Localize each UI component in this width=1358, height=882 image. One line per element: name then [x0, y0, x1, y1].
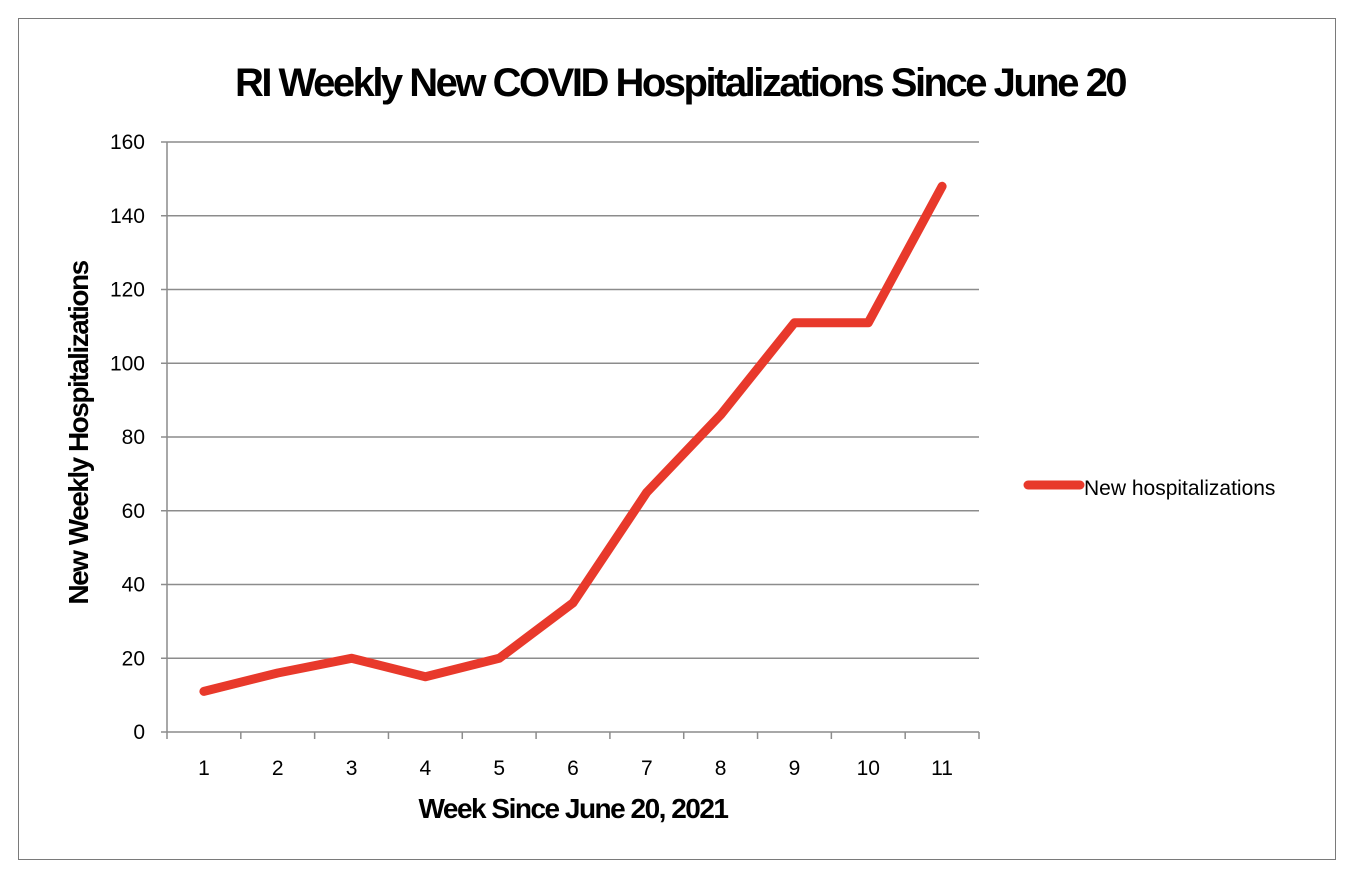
data-point [867, 322, 869, 324]
x-tick-label: 11 [931, 757, 953, 780]
x-tick-label: 5 [493, 757, 505, 780]
y-tick-label: 140 [110, 205, 145, 228]
x-tick-label: 2 [272, 757, 284, 780]
gridlines [167, 141, 979, 659]
y-tick-label: 0 [133, 721, 145, 744]
x-axis-title: Week Since June 20, 2021 [418, 793, 728, 824]
data-point [793, 322, 795, 324]
data-point [351, 657, 353, 659]
y-tick-labels: 0 20 40 60 80 100 120 140 160 [110, 131, 145, 744]
x-tick-label: 9 [789, 757, 801, 780]
y-axis-title: New Weekly Hospitalizations [63, 260, 94, 604]
axes [161, 141, 980, 739]
x-tick-label: 10 [857, 757, 880, 780]
y-tick-label: 40 [122, 574, 145, 597]
y-tick-label: 80 [122, 426, 145, 449]
y-tick-label: 120 [110, 279, 145, 302]
legend-label: New hospitalizations [1084, 477, 1275, 500]
x-tick-labels: 1 2 3 4 5 6 7 8 9 10 11 [198, 757, 953, 780]
data-point [424, 676, 426, 678]
y-tick-label: 100 [110, 352, 145, 375]
data-point [646, 491, 648, 493]
x-tick-label: 8 [715, 757, 727, 780]
x-tick-label: 7 [641, 757, 653, 780]
data-point [720, 414, 722, 416]
data-point [498, 657, 500, 659]
chart-title: RI Weekly New COVID Hospitalizations Sin… [235, 61, 1126, 105]
x-tick-label: 1 [198, 757, 210, 780]
data-point [941, 185, 943, 187]
chart-frame [18, 18, 1336, 860]
data-point [203, 690, 205, 692]
legend: New hospitalizations [1023, 477, 1275, 500]
y-tick-label: 20 [122, 647, 145, 670]
x-tick-label: 3 [346, 757, 358, 780]
series-line-0 [199, 181, 947, 696]
y-tick-label: 160 [110, 131, 145, 154]
x-tick-label: 4 [420, 757, 432, 780]
data-point [572, 602, 574, 604]
data-point [277, 672, 279, 674]
y-tick-label: 60 [122, 500, 145, 523]
series-lines [199, 181, 947, 696]
x-tick-label: 6 [567, 757, 579, 780]
